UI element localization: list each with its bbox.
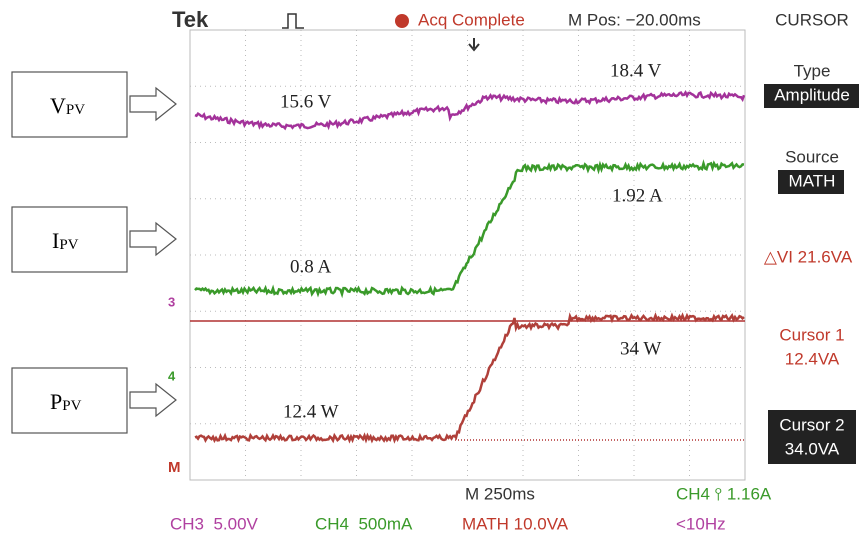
frequency: <10Hz: [676, 514, 726, 533]
annotation: 15.6 V: [280, 91, 332, 112]
trigger: CH4 ⫯ 1.16A: [676, 484, 772, 503]
menu-value: 34.0VA: [785, 439, 840, 458]
brand: Tek: [172, 7, 209, 32]
marker-math: M: [168, 459, 181, 476]
menu-label: Cursor 2: [779, 415, 844, 434]
ch3-scale: CH3 5.00V: [170, 514, 259, 533]
ch4-scale: CH4 500mA: [315, 514, 413, 533]
run-dot: [395, 14, 409, 28]
menu-value: Amplitude: [774, 85, 850, 104]
screenshot: VPV IPV PPV Tek Acq Complete M Pos: −20.…: [0, 0, 866, 543]
menu-label: Type: [794, 61, 831, 80]
annotation: 18.4 V: [610, 60, 662, 81]
marker-ch3: 3: [168, 294, 175, 309]
menu-value: MATH: [789, 171, 836, 190]
menu-value: 12.4VA: [785, 349, 840, 368]
background: [0, 0, 866, 543]
menu-label: Source: [785, 147, 839, 166]
marker-ch4: 4: [168, 368, 176, 383]
annotation: 0.8 A: [290, 256, 331, 277]
menu-label: Cursor 1: [779, 325, 844, 344]
page: VPV IPV PPV Tek Acq Complete M Pos: −20.…: [0, 0, 866, 543]
menu-title: CURSOR: [775, 10, 849, 29]
position: M Pos: −20.00ms: [568, 10, 701, 29]
annotation: 34 W: [620, 338, 661, 359]
annotation: 1.92 A: [612, 185, 663, 206]
annotation: 12.4 W: [283, 401, 339, 422]
menu-delta: △VI 21.6VA: [764, 247, 853, 266]
math-scale: MATH 10.0VA: [462, 514, 569, 533]
status: Acq Complete: [418, 10, 525, 29]
timebase: M 250ms: [465, 484, 535, 503]
